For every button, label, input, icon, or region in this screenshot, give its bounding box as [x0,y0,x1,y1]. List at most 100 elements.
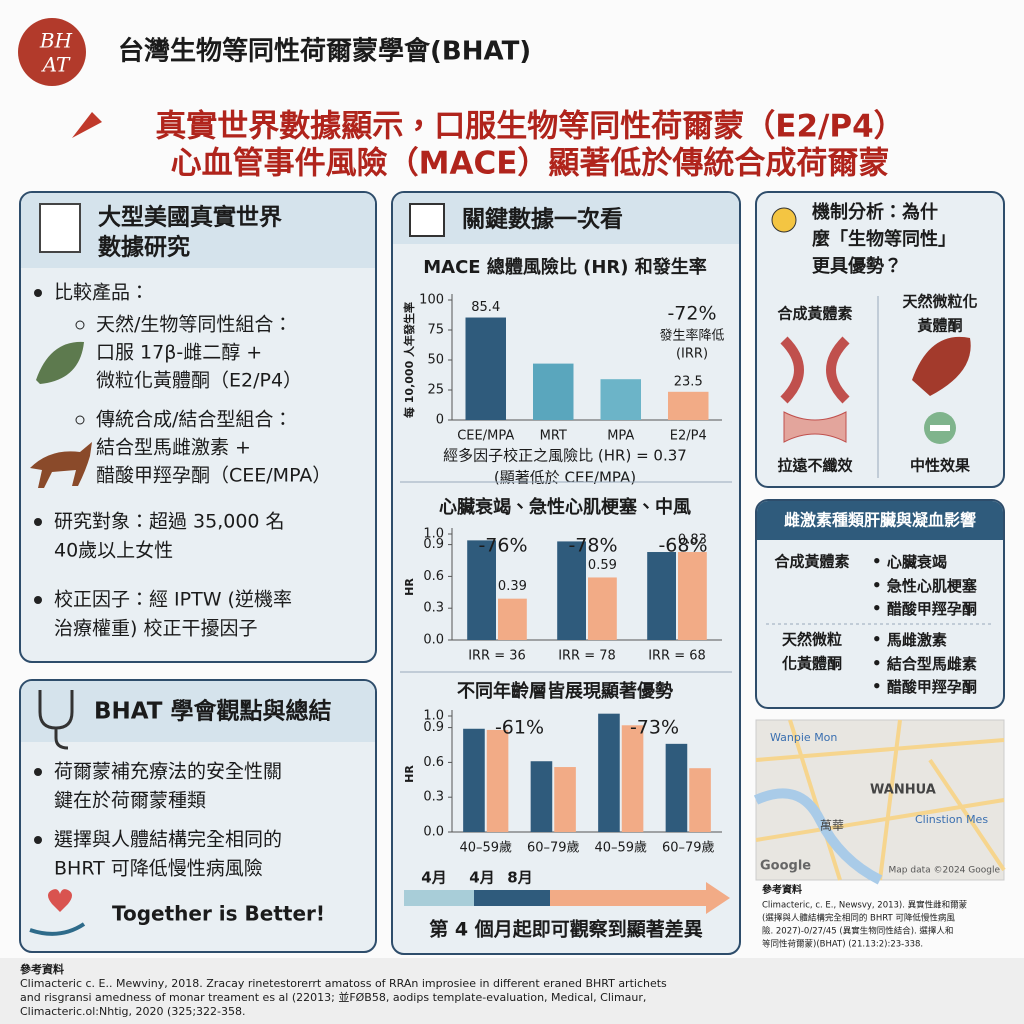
annotation: -61% [495,717,544,739]
pin-icon [72,112,102,138]
footer-line: Climacteric c. E.. Mewviny, 2018. Zracay… [20,977,667,990]
logo [18,18,86,86]
bar [530,761,553,832]
annotation: -68% [658,535,707,557]
y-tick-label: 1.0 [423,527,444,542]
bullet-text: 40歲以上女性 [54,540,173,562]
panel-header [393,193,739,244]
bullet-text: 選擇與人體結構完全相同的 [54,829,282,851]
bar [600,379,641,420]
sub-text: 天然/生物等同性組合： [96,314,292,336]
row-name: 化黃體酮 [782,655,842,673]
x-tick-label: E2/P4 [670,429,707,444]
timeline-caption: 第 4 個月起即可觀察到顯著差異 [429,918,702,941]
bar [465,317,506,420]
note: 經多因子校正之風險比 (HR) = 0.37 [443,447,687,465]
sub-text: 傳統合成/結合型組合： [96,409,292,431]
annotation: -72% [667,303,716,325]
x-tick-label: 60–79歲 [527,841,580,856]
map-label: Wanpie Mon [770,731,837,744]
y-tick-label: 25 [427,383,444,398]
bar [621,725,644,832]
bar [689,768,711,832]
timeline-segment [474,890,550,906]
bullet [34,836,42,844]
y-tick-label: 0.0 [423,633,444,648]
bar [557,541,586,640]
chart-title: 不同年齡層皆展現顯著優勢 [457,680,673,702]
y-axis-label: 每 10,000 人年發生率 [402,302,416,418]
row-item: • 心臟衰竭 [872,553,947,571]
row-item: • 醋酸甲羥孕酮 [872,678,977,696]
sub-text: 結合型馬雌激素 + [96,437,251,459]
x-tick-label: IRR = 68 [648,649,706,664]
y-tick-label: 0 [436,413,444,428]
map-credit: Map data ©2024 Google [889,866,1001,876]
leaf-icon [36,341,84,384]
row-item-text: 結合型馬雌素 [887,655,977,673]
annotation: 發生率降低 [659,328,724,344]
row-item-text: 醋酸甲羥孕酮 [887,600,977,618]
y-tick-label: 0.0 [423,825,444,840]
timeline-label: 8月 [507,869,532,887]
chart-title: MACE 總體風險比 (HR) 和發生率 [423,256,707,278]
sub-text: 醋酸甲羥孕酮（CEE/MPA） [96,465,331,487]
bar [668,391,709,420]
chart: 不同年齡層皆展現顯著優勢 HR 0.0 0.3 0.6 0.91.0 40–59歲 60–79… [403,680,722,856]
y-tick-label: 0.3 [423,790,444,805]
y-tick-label: 50 [427,353,444,368]
bar [554,767,576,832]
map-label: 萬華 [820,819,844,833]
headline: 心血管事件風險（MACE）顯著低於傳統合成荷爾蒙 [171,146,890,182]
study-panel [19,191,377,663]
x-tick-label: 40–59歲 [459,841,512,856]
liver-panel [755,499,1005,709]
reference-line: Climacteric, c. E., Newsvy, 2013). 異實性雌和… [762,900,967,911]
x-tick-label: IRR = 78 [558,649,616,664]
x-tick-label: 60–79歲 [662,841,715,856]
row-item: • 結合型馬雌素 [872,655,977,673]
bar [598,713,620,832]
panel-title: 數據研究 [98,234,190,261]
y-tick-label: 0.6 [423,569,444,584]
bar [486,729,509,832]
headline: 真實世界數據顯示，口服生物等同性荷爾蒙（E2/P4） [155,109,904,145]
panel-title: 關鍵數據一次看 [462,206,623,233]
logo-text: AT [41,53,71,77]
row-item-text: 心臟衰竭 [887,553,947,571]
footer-line: Climacteric.ol:Nhtig, 2020 (325;322-358. [20,1005,245,1018]
timeline-label: 4月 [421,869,446,887]
bulb-icon [771,207,797,233]
x-tick-label: 40–59歲 [594,841,647,856]
bullet [34,768,42,776]
row-name: 天然微粒 [782,631,842,649]
vessel-icon [780,336,850,404]
y-tick-label: 1.0 [423,709,444,724]
horse-icon [30,442,92,488]
panel-title: 麼「生物等同性」 [812,228,956,250]
panel-title: 雌激素種類肝臟與凝血影響 [784,511,976,530]
footer-line: and risgransi amedness of monar treament… [20,990,646,1004]
panel-title: BHAT 學會觀點與總結 [94,698,332,725]
bullet [34,518,42,526]
x-tick-label: IRR = 36 [468,649,526,664]
bullet [34,289,42,297]
row-item: • 醋酸甲羥孕酮 [872,600,977,618]
footer [0,958,1024,1024]
y-axis-label: HR [403,765,416,783]
y-tick-label: 0.9 [423,720,444,735]
summary-panel [19,679,377,953]
sub-text: 口服 17β-雌二醇 + [96,342,262,364]
bullet-text: 鍵在於荷爾蒙種類 [54,790,206,812]
doc-icon [39,203,81,253]
chart-icon [409,203,445,237]
bar [498,598,527,640]
panel-title: 更具優勢？ [812,255,902,277]
annotation: -73% [630,717,679,739]
chart: 心臟衰竭、急性心肌梗塞、中風 HR 0.0 0.3 0.6 0.91.0 IRR = 36 I… [403,496,722,664]
reference-line: (選擇與人體結構完全相同的 BHRT 可降低慢性病風 [762,913,955,924]
data-label: 85.4 [471,300,500,315]
bullet-text: 比較產品： [54,282,149,304]
bar [463,728,485,832]
